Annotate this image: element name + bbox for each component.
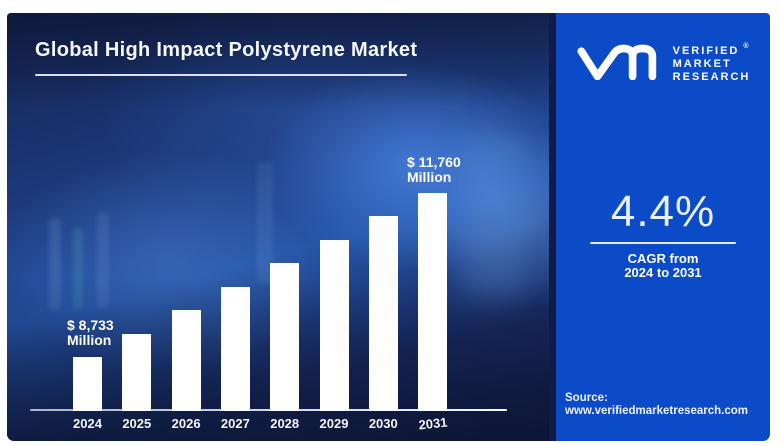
source-url: www.verifiedmarketresearch.com [565,405,749,417]
year-label-2029: 2029 [319,416,349,431]
bar-2024 [73,357,102,411]
cagr-value: 4.4% [610,187,716,236]
cagr-block: 4.4% CAGR from 2024 to 2031 [556,189,770,280]
bar-2029 [319,239,349,411]
panel-divider [549,13,556,441]
bar-2026 [171,310,201,411]
brand-panel: VERIFIED ® MARKET RESEARCH 4.4% CAGR from… [556,13,770,441]
bar-2027 [220,286,250,411]
cagr-caption-line1: CAGR from [627,251,699,266]
title-underline [35,74,407,76]
brand-line-3: RESEARCH [672,71,751,83]
year-label-2030: 2030 [368,416,398,431]
bar-2030 [368,216,398,411]
chart-panel: Global High Impact Polystyrene Market $ … [7,13,549,441]
year-label-2031: 2031 [417,414,448,433]
bar-2025 [122,333,152,411]
brand-line-2: MARKET [672,58,732,70]
vmr-monogram-icon [576,44,664,80]
title-block: Global High Impact Polystyrene Market [35,37,427,76]
cagr-caption-line2: 2024 to 2031 [624,265,702,280]
page-title: Global High Impact Polystyrene Market [35,39,418,61]
brand-wordmark: VERIFIED ® MARKET RESEARCH [673,40,751,84]
year-label-2028: 2028 [270,416,300,431]
last-bar-value-label: $ 11,760 Million [407,155,461,185]
last-bar-unit: Million [407,169,452,185]
year-label-2027: 2027 [220,416,250,431]
cagr-caption: CAGR from 2024 to 2031 [556,252,770,280]
registered-mark: ® [743,43,749,50]
bar-2031 [418,193,448,411]
first-bar-value: $ 8,733 [67,317,114,333]
last-bar-value: $ 11,760 [407,154,461,170]
brand-logo: VERIFIED ® MARKET RESEARCH [556,40,770,84]
x-axis-line [30,409,507,411]
bar-chart: $ 8,733 Million $ 11,760 Million 2024 202… [7,13,549,441]
first-bar-unit: Million [67,332,112,348]
year-label-2026: 2026 [171,416,201,431]
year-label-2024: 2024 [73,416,102,431]
year-label-2025: 2025 [122,416,152,431]
cagr-underline [590,242,736,244]
source-label: Source: [565,392,608,404]
source-block: Source: www.verifiedmarketresearch.com [565,392,748,418]
infographic-card: Global High Impact Polystyrene Market $ … [7,13,770,441]
first-bar-value-label: $ 8,733 Million [67,318,114,348]
brand-line-1: VERIFIED ® [672,43,749,57]
bar-2028 [270,263,300,411]
